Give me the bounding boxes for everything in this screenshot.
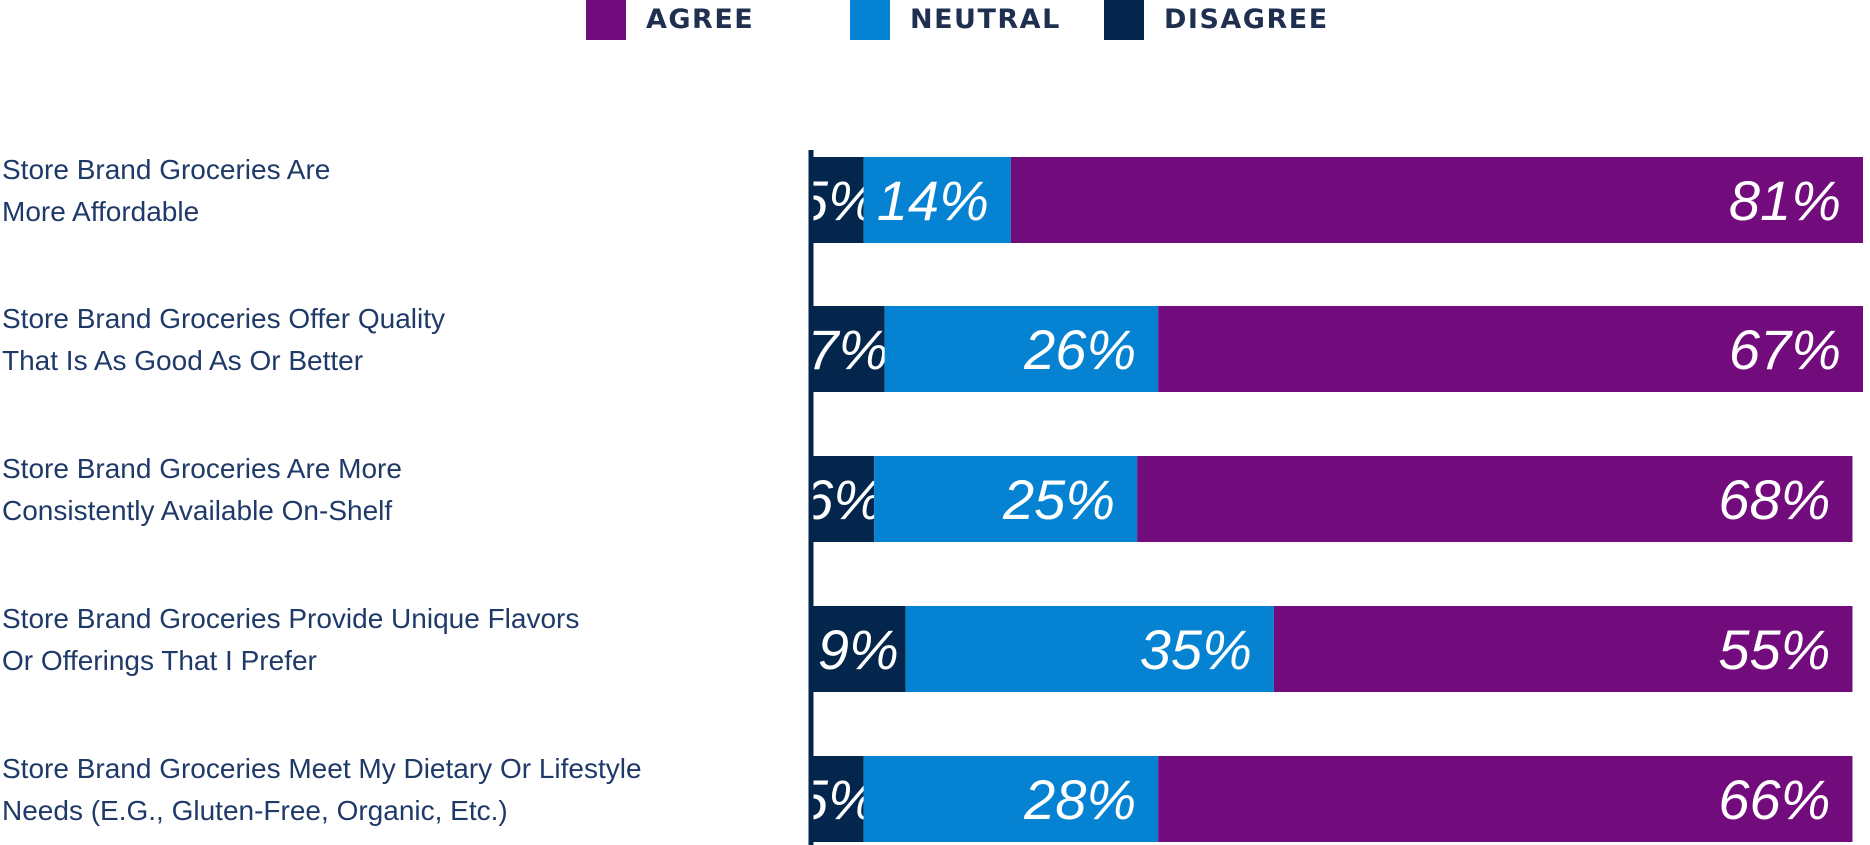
bar-agree	[1137, 456, 1853, 542]
category-label-line: Store Brand Groceries Are	[2, 154, 330, 185]
data-label: 35%	[1140, 618, 1252, 681]
legend-label-neutral: NEUTRAL	[910, 4, 1061, 35]
bar-disagree	[811, 756, 864, 842]
bar-agree	[1010, 157, 1863, 243]
bar-agree	[1158, 306, 1863, 392]
legend-label-disagree: DISAGREE	[1164, 4, 1329, 35]
category-label-line: That Is As Good As Or Better	[2, 345, 363, 376]
bars: 5% 14% 81%7% 26% 67%6% 25% 68%9% 35% 55%5% 28% 66%	[797, 157, 1863, 842]
legend-swatch-agree	[586, 0, 626, 40]
legend: AGREE NEUTRAL DISAGREE	[586, 0, 1329, 40]
category-label-line: Store Brand Groceries Provide Unique Fla…	[2, 603, 579, 634]
bar-neutral	[863, 157, 1011, 243]
data-label: 6%	[802, 468, 883, 531]
data-label: 67%	[1729, 318, 1841, 381]
bar-disagree	[811, 306, 885, 392]
category-label-line: Or Offerings That I Prefer	[2, 645, 317, 676]
category-label-line: Store Brand Groceries Meet My Dietary Or…	[2, 753, 642, 784]
category-label-line: Consistently Available On-Shelf	[2, 495, 392, 526]
bar-neutral	[874, 456, 1138, 542]
legend-swatch-neutral	[850, 0, 890, 40]
category-label-line: Store Brand Groceries Offer Quality	[2, 303, 445, 334]
legend-label-agree: AGREE	[646, 4, 754, 35]
data-label: 28%	[1023, 768, 1136, 831]
category-label: Store Brand Groceries Are More Affordable	[2, 154, 330, 227]
bar-neutral	[905, 606, 1274, 692]
data-label: 68%	[1718, 468, 1830, 531]
data-label: 81%	[1729, 169, 1841, 232]
category-label: Store Brand Groceries Offer Quality That …	[2, 303, 445, 376]
data-label: 9%	[818, 618, 899, 681]
bar-neutral	[863, 756, 1159, 842]
category-label: Store Brand Groceries Provide Unique Fla…	[2, 603, 579, 676]
bar-agree	[1158, 756, 1853, 842]
bar-neutral	[884, 306, 1159, 392]
data-label: 25%	[1002, 468, 1115, 531]
data-label: 55%	[1718, 618, 1830, 681]
bar-disagree	[811, 606, 906, 692]
bar-disagree	[811, 157, 864, 243]
data-label: 26%	[1023, 318, 1136, 381]
category-label-line: Needs (E.G., Gluten-Free, Organic, Etc.)	[2, 795, 508, 826]
data-label: 7%	[807, 318, 888, 381]
category-label: Store Brand Groceries Are More Consistent…	[2, 453, 402, 526]
data-label: 66%	[1718, 768, 1830, 831]
category-label: Store Brand Groceries Meet My Dietary Or…	[2, 753, 642, 826]
category-labels: Store Brand Groceries Are More Affordable…	[2, 154, 642, 826]
category-label-line: Store Brand Groceries Are More	[2, 453, 402, 484]
category-label-line: More Affordable	[2, 196, 199, 227]
data-label: 14%	[877, 169, 989, 232]
bar-disagree	[811, 456, 875, 542]
bar-agree	[1273, 606, 1853, 692]
legend-swatch-disagree	[1104, 0, 1144, 40]
